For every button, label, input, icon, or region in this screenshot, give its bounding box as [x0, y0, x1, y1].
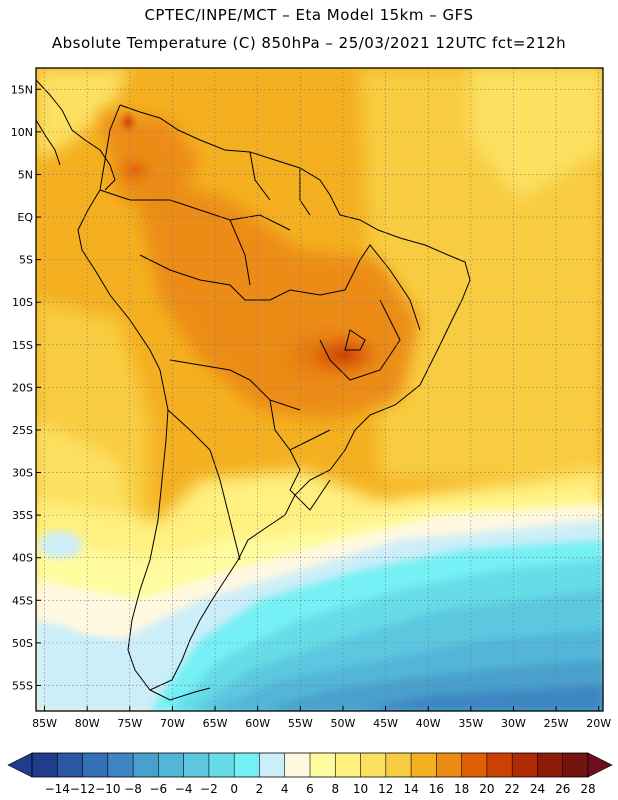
colorbar-swatch [284, 753, 311, 777]
colorbar-label: 4 [281, 782, 289, 796]
lon-tick-label: 60W [245, 717, 270, 730]
lon-tick-label: 45W [373, 717, 398, 730]
map-frame [35, 67, 604, 712]
colorbar-swatch [385, 753, 412, 777]
lon-tick-label: 40W [416, 717, 441, 730]
lat-tick-label: 45S [12, 594, 33, 607]
lat-tick-label: 5S [19, 254, 33, 267]
colorbar-label: 24 [530, 782, 545, 796]
lat-tick-label: 20S [12, 381, 33, 394]
colorbar-swatch [512, 753, 538, 777]
colorbar-swatch [461, 753, 488, 777]
lat-tick-label: 25S [12, 424, 33, 437]
colorbar-label: −8 [124, 782, 142, 796]
lon-tick-label: 85W [32, 717, 57, 730]
colorbar-label: 8 [331, 782, 339, 796]
colorbar-label: 18 [454, 782, 469, 796]
colorbar-swatch [183, 753, 210, 777]
lat-tick-label: 30S [12, 467, 33, 480]
colorbar-label: −10 [95, 782, 120, 796]
colorbar-label: 16 [429, 782, 444, 796]
colorbar-label: 2 [256, 782, 264, 796]
colorbar-label: −14 [45, 782, 70, 796]
lat-tick-label: 50S [12, 637, 33, 650]
colorbar-label: −6 [150, 782, 168, 796]
lat-tick-label: 15S [12, 339, 33, 352]
colorbar-swatch [335, 753, 361, 777]
lat-tick-label: 55S [12, 679, 33, 692]
lat-tick-label: 10S [12, 296, 33, 309]
lat-tick-label: 10N [11, 126, 33, 139]
colorbar-swatch [562, 753, 589, 777]
colorbar-label: 6 [306, 782, 314, 796]
colorbar-swatch [107, 753, 134, 777]
lon-tick-label: 30W [501, 717, 526, 730]
lon-tick-label: 65W [203, 717, 228, 730]
colorbar-swatch [57, 753, 83, 777]
colorbar-label: 14 [403, 782, 418, 796]
colorbar-label: −4 [175, 782, 193, 796]
colorbar-swatch [133, 753, 159, 777]
lat-tick-label: 15N [11, 83, 33, 96]
temperature-field [36, 68, 603, 711]
colorbar-swatch [82, 753, 109, 777]
colorbar-label: 28 [580, 782, 595, 796]
colorbar-right-arrow [587, 752, 613, 778]
lat-tick-label: 5N [18, 168, 33, 181]
colorbar-swatch [259, 753, 286, 777]
colorbar-swatch [208, 753, 235, 777]
lon-tick-label: 75W [117, 717, 142, 730]
map-title-line1: CPTEC/INPE/MCT – Eta Model 15km – GFS [144, 6, 474, 24]
colorbar-swatch [234, 753, 260, 777]
colorbar-label: 22 [505, 782, 520, 796]
map-title-line2: Absolute Temperature (C) 850hPa – 25/03/… [51, 34, 567, 52]
colorbar-left-arrow [7, 752, 33, 778]
lat-tick-label: 35S [12, 509, 33, 522]
colorbar-swatch [310, 753, 336, 777]
colorbar-swatch [32, 753, 58, 777]
lon-tick-label: 80W [75, 717, 100, 730]
lon-tick-label: 20W [586, 717, 611, 730]
colorbar-label: −12 [70, 782, 95, 796]
lon-tick-label: 25W [544, 717, 569, 730]
colorbar: −14 −12 −10 −8 −6 −4 −2 0 2 4 6 8 10 12 14 16 18 20 22 24 26… [7, 752, 613, 796]
longitude-tick-labels: 85W 80W 75W 70W 65W 60W 55W 50W 45W 40W 35W 30W 25W 2… [32, 706, 611, 730]
lon-tick-label: 55W [288, 717, 313, 730]
colorbar-swatch [411, 753, 437, 777]
colorbar-label: −2 [200, 782, 218, 796]
colorbar-label: 0 [230, 782, 238, 796]
map-gridlines [36, 68, 603, 711]
lat-tick-label: EQ [17, 211, 33, 224]
latitude-tick-labels: 15N 10N 5N EQ 5S 10S 15S 20S 25S 30S 35S 40S 45S 50S 5… [11, 83, 41, 692]
colorbar-swatch [486, 753, 513, 777]
lon-tick-label: 50W [331, 717, 356, 730]
colorbar-label: 26 [555, 782, 570, 796]
lat-tick-label: 40S [12, 552, 33, 565]
colorbar-swatch [360, 753, 387, 777]
colorbar-label: 12 [378, 782, 393, 796]
colorbar-swatch [158, 753, 185, 777]
lon-tick-label: 35W [458, 717, 483, 730]
colorbar-label: 10 [353, 782, 368, 796]
colorbar-swatch [436, 753, 463, 777]
lon-tick-label: 70W [160, 717, 185, 730]
colorbar-swatch [537, 753, 564, 777]
colorbar-label: 20 [479, 782, 494, 796]
